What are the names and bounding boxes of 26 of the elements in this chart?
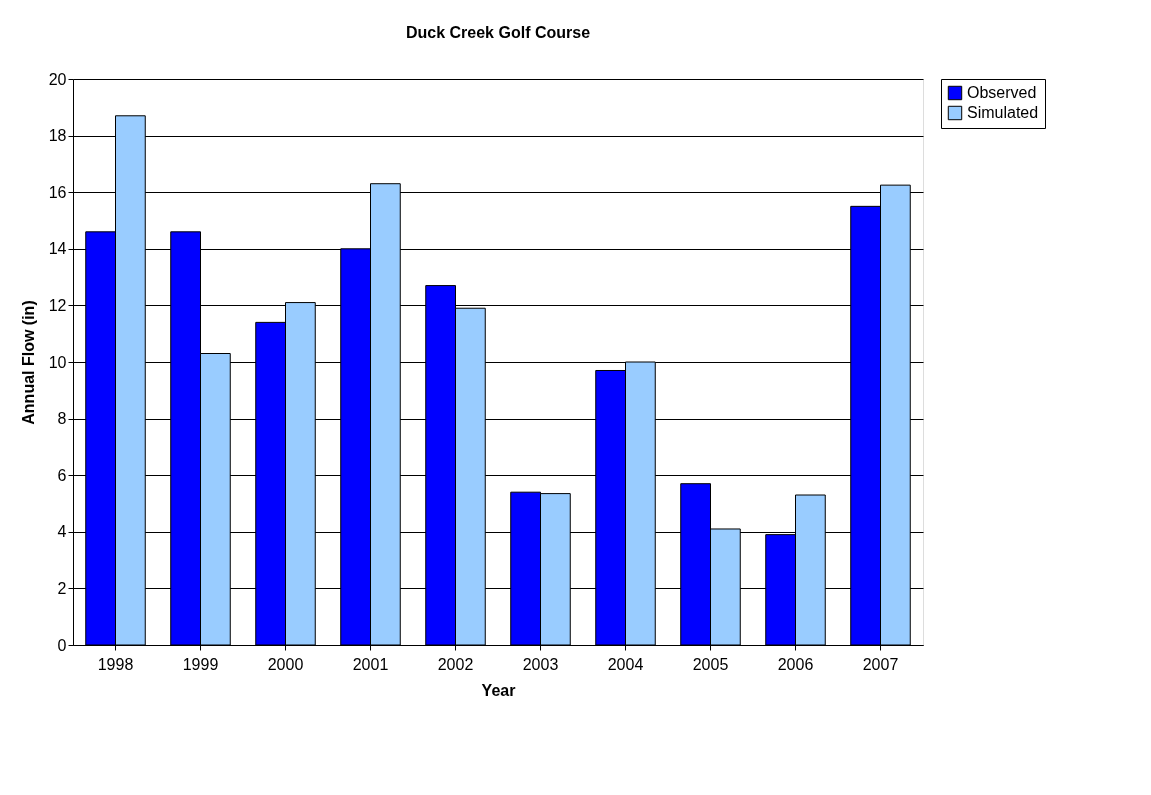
x-tick-label: 2001 [352, 655, 389, 673]
x-tick-label: 2002 [437, 655, 474, 673]
x-axis-title: Year [481, 681, 516, 699]
x-tick-label: 2000 [267, 655, 304, 673]
y-tick-label: 10 [48, 353, 67, 371]
y-tick-label: 8 [57, 410, 67, 428]
y-tick-label: 6 [57, 466, 67, 484]
y-tick-label: 14 [48, 240, 67, 258]
y-tick-label: 18 [48, 127, 67, 145]
x-tick-label: 2004 [607, 655, 644, 673]
x-tick-label: 1999 [182, 655, 219, 673]
chart-title: Duck Creek Golf Course [405, 24, 591, 41]
legend-label: Observed [967, 84, 1037, 101]
y-tick-label: 12 [48, 296, 67, 314]
y-tick-label: 2 [57, 579, 67, 597]
y-axis-title: Annual Flow (in) [19, 300, 37, 425]
x-tick-label: 1998 [97, 655, 134, 673]
legend-label: Simulated [967, 104, 1039, 121]
x-tick-label: 2007 [862, 655, 899, 673]
x-tick-label: 2003 [522, 655, 559, 673]
x-tick-label: 2006 [777, 655, 814, 673]
x-tick-label: 2005 [692, 655, 729, 673]
y-tick-label: 20 [48, 70, 67, 88]
y-tick-label: 4 [57, 523, 67, 541]
y-tick-label: 0 [57, 636, 67, 654]
y-tick-label: 16 [48, 183, 67, 201]
